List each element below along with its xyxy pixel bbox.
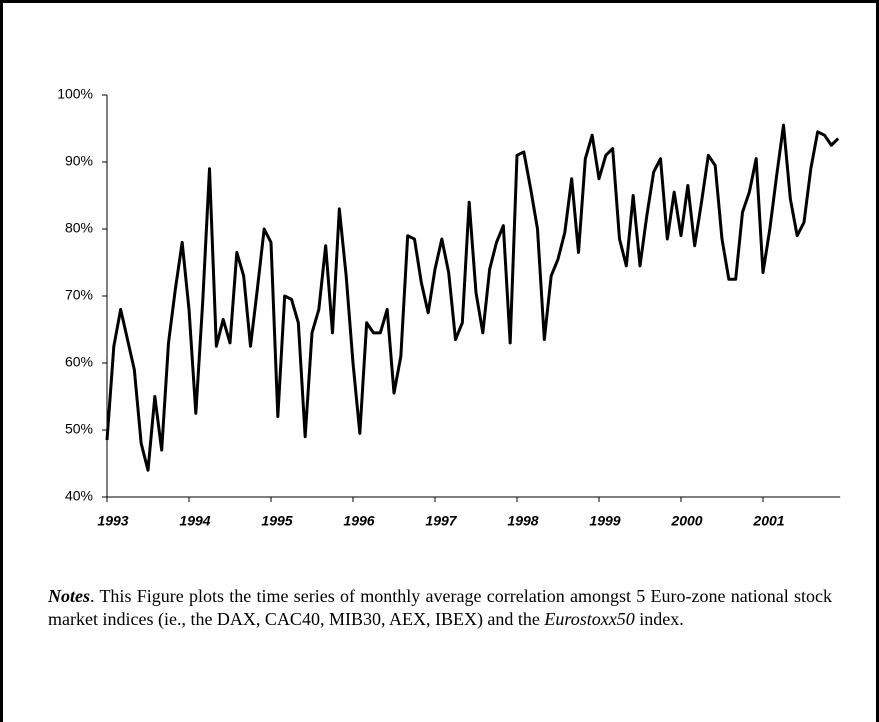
y-tick-label: 90% [65,153,93,169]
notes-text: . This Figure plots the time series of m… [48,586,832,629]
notes-text: index. [634,609,684,629]
notes-label: Notes [48,586,90,606]
x-tick-label: 1998 [507,513,538,529]
y-tick-label: 80% [65,220,93,236]
y-tick-label: 40% [65,488,93,504]
x-tick-label: 1993 [97,513,128,529]
x-tick-label: 1994 [179,513,210,529]
x-tick-label: 1996 [343,513,374,529]
y-tick-label: 100% [57,86,93,102]
x-tick-label: 1999 [589,513,620,529]
x-tick-label: 2000 [670,513,702,529]
y-tick-label: 60% [65,354,93,370]
data-line [105,123,840,472]
x-tick-label: 1995 [261,513,292,529]
y-tick-label: 50% [65,421,93,437]
y-tick-label: 70% [65,287,93,303]
notes-italic: Eurostoxx50 [544,609,635,629]
x-tick-label: 1997 [425,513,457,529]
x-tick-label: 2001 [752,513,784,529]
notes: Notes. This Figure plots the time series… [48,585,832,631]
